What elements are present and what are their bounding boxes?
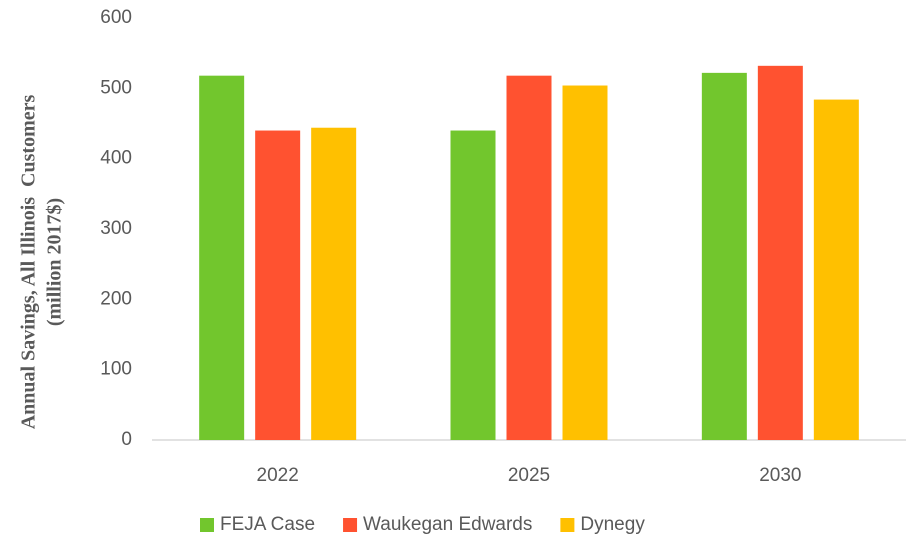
x-tick-label: 2022 — [257, 465, 299, 486]
bar — [311, 127, 357, 440]
legend-label: FEJA Case — [220, 514, 315, 535]
legend-swatch — [560, 518, 575, 532]
y-tick-label: 400 — [100, 148, 132, 169]
legend-label: Dynegy — [580, 514, 645, 535]
y-tick-label: 0 — [121, 429, 132, 450]
x-tick-label: 2025 — [508, 465, 550, 486]
y-tick-label: 300 — [100, 218, 132, 239]
y-tick-label: 100 — [100, 359, 132, 380]
y-label-line: (million 2017$) — [44, 198, 66, 326]
bar — [255, 130, 301, 441]
bar — [701, 72, 747, 441]
y-tick-label: 600 — [100, 7, 132, 28]
bar — [199, 75, 245, 440]
bar — [562, 85, 608, 441]
y-label-line: Annual Savings, All Illinois Customers — [18, 95, 40, 430]
legend-swatch — [343, 518, 358, 532]
x-tick-label: 2030 — [759, 465, 801, 486]
legend-label: Waukegan Edwards — [363, 514, 532, 535]
y-tick-label: 500 — [100, 77, 132, 98]
bar — [757, 65, 803, 441]
legend-swatch — [200, 518, 214, 532]
y-axis-title: Annual Savings, All Illinois Customers (… — [18, 95, 66, 430]
bar — [506, 75, 552, 440]
bar — [813, 99, 859, 440]
bar — [450, 130, 496, 441]
y-tick-label: 200 — [100, 288, 132, 309]
